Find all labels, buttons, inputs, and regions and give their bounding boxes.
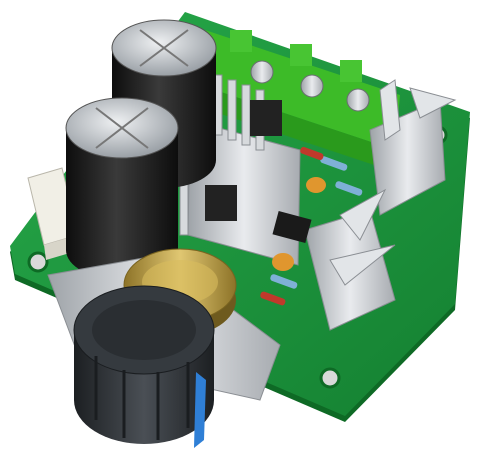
knob-indicator <box>194 372 206 448</box>
speed-knob[interactable] <box>73 285 215 448</box>
ceramic-capacitor <box>272 253 294 271</box>
mosfet <box>205 185 237 221</box>
terminal-screw <box>300 74 324 98</box>
ceramic-capacitor <box>306 177 326 193</box>
terminal-screw <box>346 88 370 112</box>
electrolytic-capacitor <box>65 97 179 280</box>
mounting-hole <box>27 251 49 273</box>
resistor <box>335 181 363 196</box>
ic-chip <box>272 211 312 243</box>
mounting-hole <box>319 367 341 389</box>
diode <box>300 146 324 161</box>
small-components <box>260 146 363 306</box>
resistor <box>270 274 298 289</box>
diode-heatsink <box>304 79 457 331</box>
diode <box>260 291 286 306</box>
resistor <box>320 156 348 171</box>
terminal-screw <box>250 60 274 84</box>
mosfet <box>250 100 282 136</box>
